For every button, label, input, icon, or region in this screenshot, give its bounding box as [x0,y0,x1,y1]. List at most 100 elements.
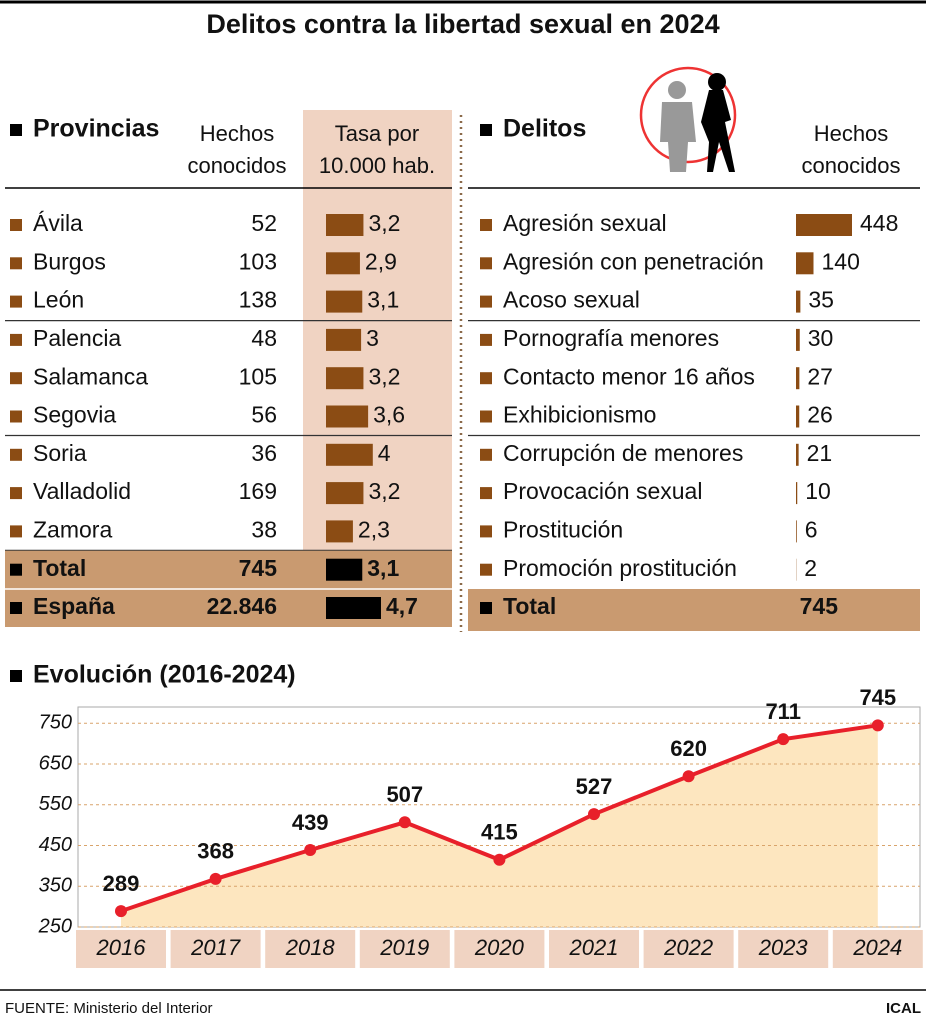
row-hechos: 38 [251,516,277,542]
bar-label: 3,2 [368,363,400,389]
bullet [10,372,22,385]
bullet [10,219,22,231]
y-tick-label: 250 [38,915,72,937]
bullet [10,525,22,538]
bar [796,482,798,505]
bar [326,597,381,619]
bullet [480,257,492,270]
row-name: Ávila [33,210,83,236]
bar-label: 4,7 [386,593,418,619]
bullet [10,295,22,308]
row-name: Burgos [33,248,106,274]
x-tick-label: 2017 [190,935,241,960]
row-name: Promoción prostitución [503,555,737,581]
bullet [480,602,492,614]
bullet [10,670,22,682]
total-row [468,589,920,631]
y-tick-label: 750 [39,712,72,734]
bar [796,290,801,313]
bar [796,520,797,543]
column-header: Hechos [200,121,275,146]
point [209,872,222,885]
bar-label: 35 [808,287,834,313]
value-label: 507 [386,782,423,807]
bar-label: 3 [366,325,379,351]
column-header: Hechos [814,121,889,146]
bullet [480,525,492,538]
x-tick-label: 2019 [379,935,429,960]
x-tick-label: 2022 [663,935,713,960]
total-row [5,550,452,589]
bullet [480,372,492,385]
x-tick-band [643,930,734,968]
point [588,808,600,821]
total-hechos: 745 [239,555,278,581]
row-name: Salamanca [33,363,148,389]
total-name: España [33,593,115,619]
bar-label: 2 [804,555,817,581]
bar [796,443,799,466]
value-label: 415 [481,820,518,845]
section-heading: Delitos [503,115,586,143]
title: Delitos contra la libertad sexual en 202… [206,9,719,39]
row-name: Acoso sexual [503,287,640,313]
row-name: Prostitución [503,516,623,542]
x-tick-label: 2021 [569,935,619,960]
bullet [10,563,22,576]
bar-label: 2,3 [358,516,390,542]
section-heading: Provincias [33,115,159,143]
total-hechos: 745 [800,593,839,619]
point [398,816,411,829]
bar-label: 21 [807,440,833,466]
row-name: Segovia [33,402,116,428]
bar-label: 3,1 [367,287,399,313]
value-label: 745 [859,685,896,710]
row-name: Agresión con penetración [503,248,764,274]
row-name: Soria [33,440,87,466]
row-name: Corrupción de menores [503,440,743,466]
bullet [10,602,22,614]
x-tick-band [359,930,450,968]
bar-label: 140 [822,248,860,274]
x-tick-label: 2018 [285,935,336,960]
x-tick-band [454,930,545,968]
row-hechos: 48 [251,325,277,351]
bar-label: 3,2 [368,210,400,236]
total-name: Total [503,593,556,619]
bullet [10,124,22,136]
total-hechos: 22.846 [207,593,277,619]
y-tick-label: 450 [39,834,72,856]
row-hechos: 105 [239,363,277,389]
bullet [480,124,492,136]
bullet [480,563,492,576]
brand: ICAL [886,1000,921,1017]
row-hechos: 103 [239,248,277,274]
x-tick-label: 2020 [474,935,525,960]
bullet [10,448,22,461]
row-hechos: 56 [251,402,277,428]
value-label: 439 [292,810,329,835]
row-name: Valladolid [33,478,131,504]
bar [326,367,364,390]
bar [796,214,852,236]
bar [326,328,362,351]
point [682,770,695,783]
y-tick-label: 550 [39,793,72,815]
value-label: 620 [670,736,707,761]
bullet [10,410,22,423]
value-label: 368 [197,839,234,864]
bullet [10,487,22,500]
bar [326,443,373,466]
bar [326,558,363,581]
row-name: Provocación sexual [503,478,702,504]
point [304,844,317,856]
bar [796,367,800,390]
bar [326,482,364,505]
y-tick-label: 650 [39,752,72,774]
bar-label: 10 [805,478,831,504]
point [115,905,127,918]
x-tick-band [832,930,923,968]
row-hechos: 52 [251,210,277,236]
